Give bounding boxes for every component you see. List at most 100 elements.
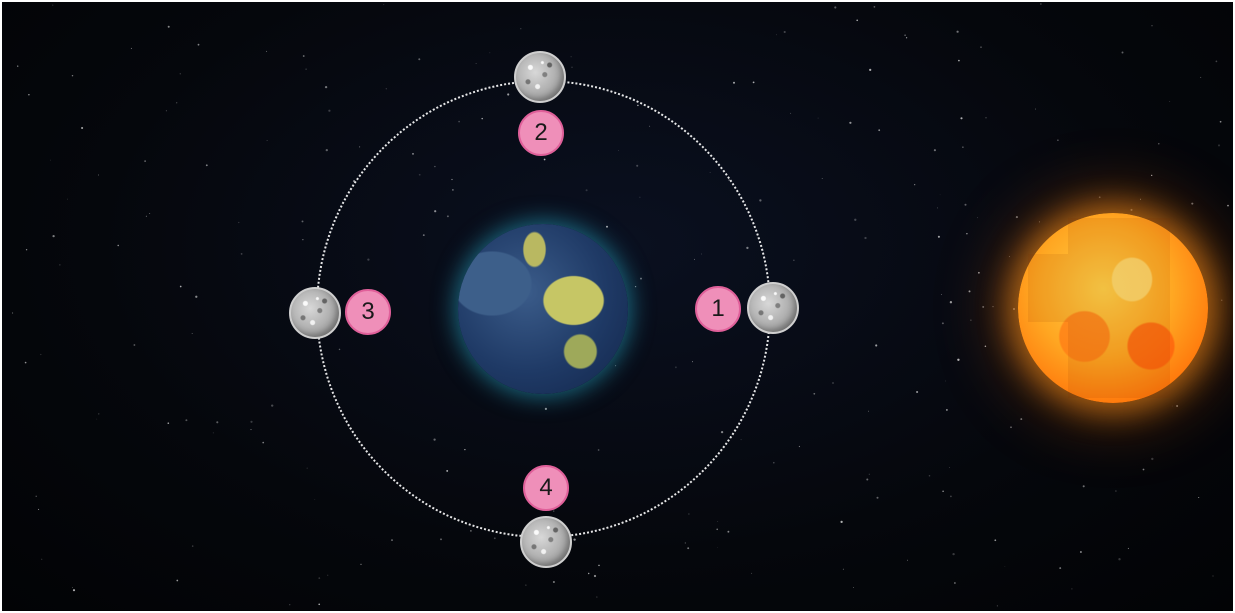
star xyxy=(176,102,178,104)
star xyxy=(928,475,931,477)
star xyxy=(1127,547,1129,550)
star xyxy=(587,572,590,575)
star xyxy=(314,499,316,500)
star xyxy=(849,121,852,124)
star xyxy=(149,213,151,214)
star xyxy=(937,235,940,238)
sun-overlay-tile xyxy=(1068,218,1170,398)
star xyxy=(1227,204,1229,207)
star xyxy=(856,19,859,22)
star xyxy=(853,587,854,588)
star xyxy=(834,6,837,9)
star xyxy=(195,295,198,298)
star xyxy=(52,4,54,6)
star xyxy=(179,73,181,75)
star xyxy=(98,174,99,176)
star xyxy=(216,421,219,424)
star xyxy=(1200,76,1202,78)
star xyxy=(305,68,307,70)
star xyxy=(773,461,775,464)
star xyxy=(1115,490,1117,492)
star xyxy=(271,404,274,407)
star xyxy=(688,513,690,515)
star xyxy=(1118,558,1121,561)
star xyxy=(960,117,963,120)
star xyxy=(1010,426,1012,429)
star xyxy=(67,198,68,200)
star xyxy=(418,58,421,61)
star xyxy=(869,68,872,72)
star xyxy=(956,30,959,33)
star xyxy=(41,558,43,560)
star xyxy=(327,574,329,576)
star xyxy=(1130,208,1133,211)
star xyxy=(832,382,834,384)
star xyxy=(954,582,956,584)
star xyxy=(12,312,14,314)
star xyxy=(593,574,597,578)
star xyxy=(1098,196,1101,199)
star xyxy=(306,467,308,469)
star xyxy=(289,604,291,606)
star xyxy=(38,508,40,510)
star xyxy=(813,392,816,395)
star xyxy=(1082,485,1085,488)
star xyxy=(191,545,194,547)
position-badge-3: 3 xyxy=(345,289,391,335)
star xyxy=(359,146,361,148)
star xyxy=(266,50,268,52)
star xyxy=(817,117,819,119)
star xyxy=(1158,143,1160,145)
star xyxy=(996,605,999,607)
star xyxy=(840,520,843,524)
star xyxy=(570,56,572,58)
star xyxy=(684,542,686,544)
star xyxy=(165,110,167,112)
star xyxy=(1040,3,1042,5)
star xyxy=(776,34,777,36)
star xyxy=(1020,418,1023,421)
star xyxy=(907,559,908,561)
star xyxy=(318,577,321,579)
star xyxy=(1015,216,1018,219)
star xyxy=(1142,468,1145,471)
star xyxy=(250,420,253,423)
star xyxy=(1220,299,1223,301)
star xyxy=(905,37,908,39)
star xyxy=(1008,256,1010,258)
star xyxy=(176,579,179,582)
star xyxy=(145,215,147,217)
star xyxy=(1171,405,1173,407)
star xyxy=(1079,551,1082,553)
star xyxy=(185,419,188,422)
star xyxy=(520,28,522,30)
star xyxy=(992,306,994,308)
star xyxy=(72,587,73,589)
position-badge-1: 1 xyxy=(695,286,741,332)
star xyxy=(854,218,857,221)
star xyxy=(40,353,42,356)
star xyxy=(212,432,214,434)
star xyxy=(878,129,881,132)
star xyxy=(50,159,51,161)
star xyxy=(945,408,948,411)
star xyxy=(28,94,30,96)
star xyxy=(35,495,37,497)
star xyxy=(952,552,955,556)
star xyxy=(1191,202,1194,205)
star xyxy=(968,290,971,293)
star xyxy=(866,478,869,481)
star xyxy=(117,244,119,247)
star xyxy=(914,184,916,186)
star xyxy=(733,81,735,84)
star xyxy=(383,4,385,6)
star xyxy=(950,495,952,498)
star xyxy=(1198,496,1200,499)
star xyxy=(751,572,753,574)
star xyxy=(598,564,600,567)
star xyxy=(571,66,573,68)
star xyxy=(52,234,55,238)
star xyxy=(1071,588,1073,590)
star xyxy=(197,43,200,46)
star xyxy=(167,422,170,425)
